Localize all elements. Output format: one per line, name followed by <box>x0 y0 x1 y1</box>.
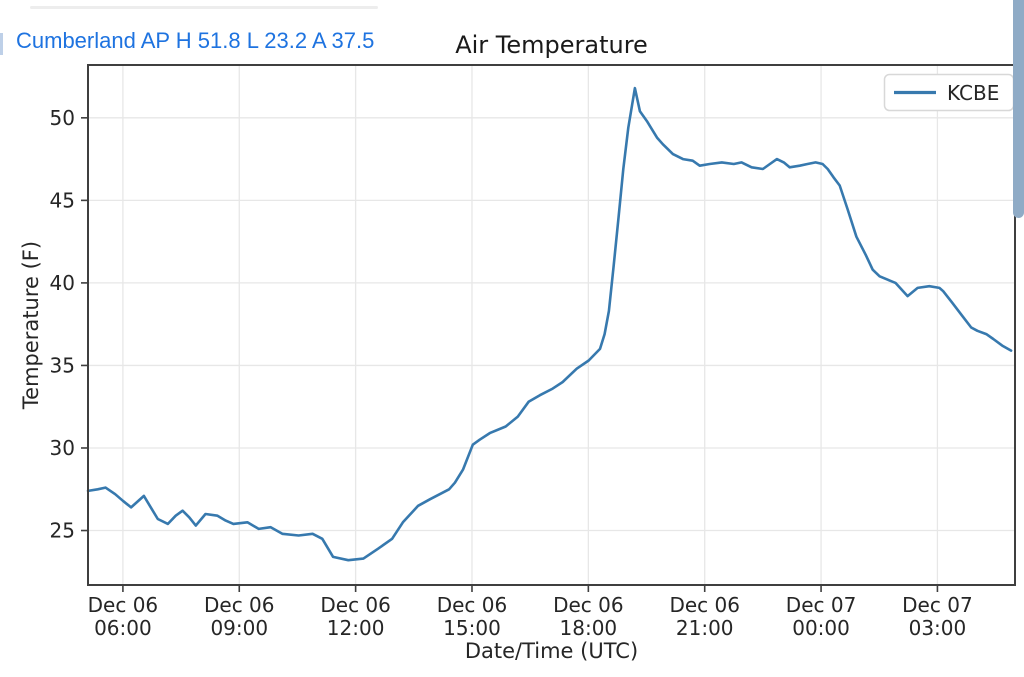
x-tick-label-date: Dec 06 <box>204 593 275 617</box>
x-tick-label-time: 06:00 <box>94 616 152 640</box>
x-tick-label-date: Dec 06 <box>320 593 391 617</box>
x-tick-label-time: 03:00 <box>909 616 967 640</box>
temperature-line <box>86 86 1013 562</box>
y-tick-label: 25 <box>50 519 75 543</box>
scrollbar-thumb[interactable] <box>1013 0 1024 218</box>
x-tick-label-date: Dec 06 <box>437 593 508 617</box>
legend-label: KCBE <box>947 81 999 105</box>
plot-frame <box>87 64 1016 586</box>
x-tick-label-time: 00:00 <box>792 616 850 640</box>
y-tick-label: 35 <box>50 353 75 377</box>
left-edge-artifact <box>0 33 3 55</box>
station-summary[interactable]: Cumberland AP H 51.8 L 23.2 A 37.5 <box>16 28 375 53</box>
x-tick-label-date: Dec 06 <box>669 593 740 617</box>
y-tick-label: 30 <box>50 436 75 460</box>
y-tick-label: 50 <box>50 106 75 130</box>
top-divider <box>30 6 378 9</box>
x-tick-label-date: Dec 07 <box>786 593 857 617</box>
y-tick-label: 45 <box>50 188 75 212</box>
x-axis-label: Date/Time (UTC) <box>464 639 639 663</box>
x-tick-label-time: 09:00 <box>210 616 268 640</box>
x-tick-label-time: 12:00 <box>327 616 385 640</box>
y-axis-label: Temperature (F) <box>19 240 43 410</box>
x-tick-label-date: Dec 06 <box>88 593 159 617</box>
x-tick-label-time: 15:00 <box>443 616 501 640</box>
x-tick-label-date: Dec 07 <box>902 593 973 617</box>
x-tick-label-time: 21:00 <box>676 616 734 640</box>
y-tick-label: 40 <box>50 271 75 295</box>
chart-title: Air Temperature <box>455 31 648 59</box>
x-tick-label-date: Dec 06 <box>553 593 624 617</box>
x-tick-label-time: 18:00 <box>560 616 618 640</box>
